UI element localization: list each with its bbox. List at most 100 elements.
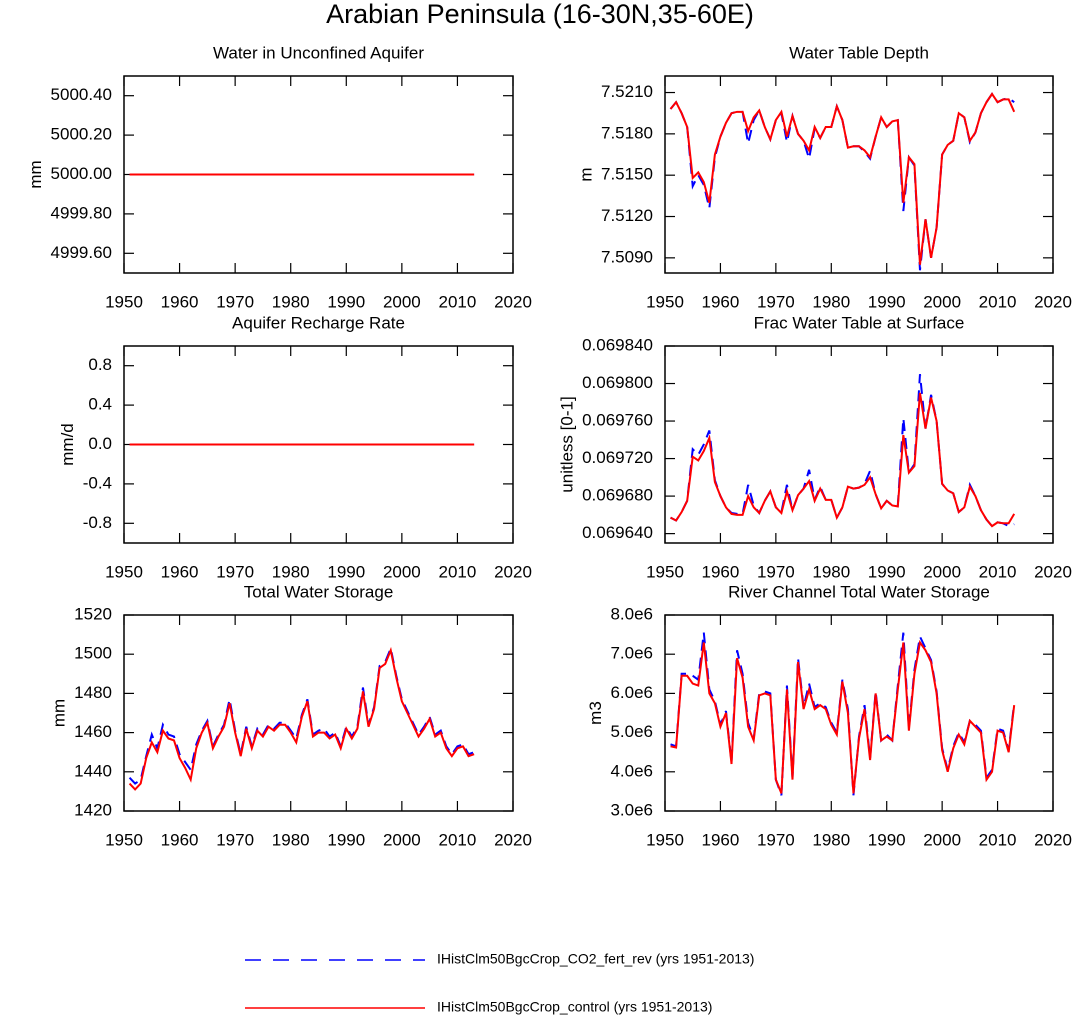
y-tick-label: 0.069840: [582, 335, 653, 354]
panel: Frac Water Table at Surface 1950 1960 1970 1…: [558, 313, 1072, 581]
x-tick-label: 2020: [1034, 830, 1072, 849]
x-tick-label: 2020: [1034, 292, 1072, 311]
x-tick-label: 1960: [161, 292, 199, 311]
y-tick-label: 7.5090: [601, 247, 653, 266]
x-tick-label: 2010: [979, 292, 1017, 311]
y-tick-label: 7.5150: [601, 165, 653, 184]
x-tick-label: 2000: [383, 562, 421, 581]
y-tick-label: 1440: [74, 761, 112, 780]
y-tick-label: 6.0e6: [610, 683, 653, 702]
x-tick-label: 2020: [1034, 562, 1072, 581]
y-axis-label: mm/d: [58, 423, 77, 466]
y-tick-label: 7.5210: [601, 82, 653, 101]
y-tick-label: 5000.20: [51, 125, 112, 144]
y-tick-label: 1480: [74, 683, 112, 702]
panel-title: Frac Water Table at Surface: [754, 313, 965, 332]
y-tick-label: 1460: [74, 722, 112, 741]
x-tick-label: 1950: [646, 292, 684, 311]
plot-frame: [664, 614, 1054, 812]
panel-title: Water in Unconfined Aquifer: [213, 43, 424, 62]
y-tick-label: 7.0e6: [610, 644, 653, 663]
x-tick-label: 1970: [216, 292, 254, 311]
panel-title: Total Water Storage: [244, 582, 394, 601]
x-tick-label: 1970: [757, 830, 795, 849]
figure-title: Arabian Peninsula (16-30N,35-60E): [326, 0, 754, 29]
y-tick-label: 4999.80: [51, 203, 112, 222]
plot-frame: [123, 75, 514, 274]
y-tick-label: 0.069760: [582, 411, 653, 430]
y-tick-label: 0.069800: [582, 373, 653, 392]
x-tick-label: 1980: [272, 830, 310, 849]
series-line: [669, 92, 1016, 265]
y-tick-label: 8.0e6: [610, 604, 653, 623]
x-tick-label: 2000: [923, 830, 961, 849]
x-tick-label: 1950: [646, 830, 684, 849]
panel-title: River Channel Total Water Storage: [728, 582, 990, 601]
x-tick-label: 2020: [494, 562, 532, 581]
y-tick-label: 0.4: [88, 395, 112, 414]
y-tick-label: 0.069680: [582, 486, 653, 505]
x-tick-label: 1970: [757, 292, 795, 311]
legend-label: IHistClm50BgcCrop_control (yrs 1951-2013…: [437, 999, 712, 1015]
x-tick-label: 1970: [757, 562, 795, 581]
y-axis-label: mm: [50, 699, 69, 727]
y-tick-label: 1420: [74, 800, 112, 819]
x-tick-label: 1990: [868, 830, 906, 849]
x-tick-label: 1990: [327, 292, 365, 311]
plot-frame: [123, 614, 514, 812]
x-tick-label: 1980: [272, 562, 310, 581]
legend-label: IHistClm50BgcCrop_CO2_fert_rev (yrs 1951…: [437, 951, 754, 967]
x-tick-label: 1970: [216, 830, 254, 849]
y-tick-label: -0.8: [83, 513, 112, 532]
y-axis-label: unitless [0-1]: [558, 396, 577, 492]
x-tick-label: 2010: [439, 292, 477, 311]
x-tick-label: 1990: [868, 292, 906, 311]
x-tick-label: 2020: [494, 292, 532, 311]
y-tick-label: 4999.60: [51, 243, 112, 262]
y-tick-label: 0.069640: [582, 523, 653, 542]
series-line: [128, 646, 475, 791]
x-tick-label: 2000: [923, 562, 961, 581]
y-axis-label: m3: [586, 701, 605, 725]
panel: Water Table Depth 1950 1960 1970 1980 1990 200…: [576, 43, 1071, 311]
x-tick-label: 1990: [327, 562, 365, 581]
x-tick-label: 1950: [105, 830, 143, 849]
y-tick-label: 3.0e6: [610, 800, 653, 819]
x-tick-label: 1960: [702, 830, 740, 849]
y-tick-label: 7.5120: [601, 206, 653, 225]
x-tick-label: 2000: [383, 292, 421, 311]
x-tick-label: 1990: [327, 830, 365, 849]
y-tick-label: 0.8: [88, 355, 112, 374]
plot-frame: [664, 75, 1054, 274]
y-tick-label: 5.0e6: [610, 722, 653, 741]
x-tick-label: 1980: [812, 830, 850, 849]
y-tick-label: 4.0e6: [610, 761, 653, 780]
x-tick-label: 1990: [868, 562, 906, 581]
series-line: [670, 392, 1016, 528]
x-tick-label: 1960: [702, 292, 740, 311]
plot-frame: [664, 345, 1054, 544]
x-tick-label: 1980: [812, 292, 850, 311]
x-tick-label: 1960: [702, 562, 740, 581]
y-tick-label: -0.4: [83, 473, 112, 492]
y-tick-label: 5000.40: [51, 85, 112, 104]
series-line: [670, 639, 1016, 794]
x-tick-label: 1960: [161, 830, 199, 849]
panel-title: Aquifer Recharge Rate: [232, 313, 405, 332]
y-axis-label: m: [576, 167, 595, 181]
plot-frame: [123, 345, 514, 544]
panel: Total Water Storage 1950 1960 1970 1980 1990 2…: [50, 582, 532, 849]
x-tick-label: 1980: [272, 292, 310, 311]
x-tick-label: 1960: [161, 562, 199, 581]
x-tick-label: 2000: [383, 830, 421, 849]
x-tick-label: 1970: [216, 562, 254, 581]
x-tick-label: 2020: [494, 830, 532, 849]
x-tick-label: 2010: [439, 562, 477, 581]
x-tick-label: 2010: [979, 830, 1017, 849]
y-tick-label: 7.5180: [601, 123, 653, 142]
panel: Aquifer Recharge Rate 1950 1960 1970 1980 199…: [58, 313, 532, 581]
y-tick-label: 0.069720: [582, 448, 653, 467]
